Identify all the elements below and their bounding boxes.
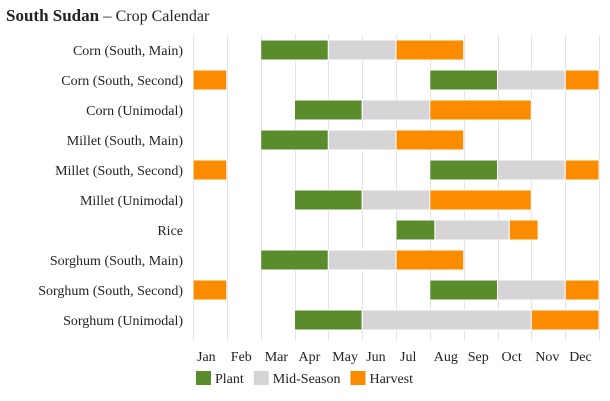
month-label: Aug (434, 350, 458, 365)
bar-plant (429, 69, 498, 91)
month-label: Sep (468, 350, 489, 365)
bar-harvest (192, 279, 228, 301)
bar-plant (429, 159, 498, 181)
legend: Plant Mid-Season Harvest (196, 371, 413, 387)
bar-mid-season (327, 249, 397, 271)
legend-label: Harvest (369, 372, 413, 387)
bar-plant (260, 249, 329, 271)
bar-plant (260, 129, 329, 151)
month-label: Apr (299, 350, 321, 365)
bar-mid-season (327, 129, 397, 151)
bar-mid-season (361, 99, 431, 121)
legend-swatch (253, 371, 269, 385)
bar-plant (395, 219, 436, 241)
bar-harvest (395, 39, 465, 61)
crop-label: Rice (157, 224, 183, 239)
bar-harvest (564, 69, 600, 91)
bar-mid-season (497, 279, 566, 301)
bar-harvest (192, 159, 228, 181)
crop-label: Corn (South, Second) (61, 74, 183, 89)
bar-mid-season (327, 39, 397, 61)
crop-label: Sorghum (Unimodal) (63, 314, 183, 329)
bar-harvest (429, 189, 532, 211)
crop-row (260, 39, 465, 61)
calendar-bars (192, 39, 600, 331)
crop-label: Corn (South, Main) (73, 44, 183, 59)
crop-row (192, 69, 600, 91)
chart-title: South Sudan – Crop Calendar (6, 6, 209, 26)
crop-label: Millet (South, Main) (67, 134, 184, 149)
bar-harvest (395, 129, 465, 151)
title-country: South Sudan (6, 6, 100, 25)
month-label: Mar (265, 350, 289, 365)
bar-mid-season (361, 309, 532, 331)
crop-label: Sorghum (South, Main) (50, 254, 183, 269)
crop-row (294, 99, 532, 121)
legend-label: Plant (215, 372, 244, 387)
bar-mid-season (497, 159, 566, 181)
month-label: Jul (400, 350, 416, 365)
bar-harvest (429, 99, 532, 121)
bar-plant (294, 309, 363, 331)
bar-plant (429, 279, 498, 301)
bar-harvest (508, 219, 539, 241)
crop-row (294, 189, 532, 211)
legend-item-harvest: Harvest (350, 371, 413, 387)
bar-harvest (395, 249, 465, 271)
title-separator: – (103, 6, 112, 25)
bar-harvest (564, 279, 600, 301)
bar-plant (294, 99, 363, 121)
bar-harvest (192, 69, 228, 91)
bar-harvest (530, 309, 600, 331)
crop-labels: Corn (South, Main) Corn (South, Second) Co… (38, 44, 183, 329)
bar-harvest (564, 159, 600, 181)
bar-mid-season (434, 219, 510, 241)
crop-label: Sorghum (South, Second) (38, 284, 183, 299)
legend-label: Mid-Season (273, 372, 341, 387)
legend-item-plant: Plant (196, 371, 244, 387)
bar-plant (260, 39, 329, 61)
crop-row (294, 309, 600, 331)
month-label: Feb (231, 350, 252, 365)
crop-row (192, 279, 600, 301)
legend-swatch (350, 371, 366, 385)
month-label: Oct (502, 350, 522, 365)
month-axis: Jan Feb Mar Apr May Jun Jul Aug Sep Oct Nov Dec (197, 350, 592, 365)
month-label: Nov (535, 350, 559, 365)
month-label: May (332, 350, 358, 365)
legend-swatch (196, 371, 211, 385)
crop-row (395, 219, 539, 241)
month-label: Jun (366, 350, 385, 365)
month-label: Jan (197, 350, 216, 365)
crop-label: Corn (Unimodal) (86, 104, 183, 119)
title-subtitle: Crop Calendar (115, 8, 210, 25)
crop-label: Millet (Unimodal) (80, 194, 183, 209)
crop-row (192, 159, 600, 181)
bar-plant (294, 189, 363, 211)
crop-row (260, 129, 465, 151)
bar-mid-season (497, 69, 566, 91)
crop-label: Millet (South, Second) (55, 164, 183, 179)
month-label: Dec (569, 350, 592, 365)
crop-row (260, 249, 465, 271)
legend-item-mid-season: Mid-Season (253, 371, 341, 387)
bar-mid-season (361, 189, 431, 211)
